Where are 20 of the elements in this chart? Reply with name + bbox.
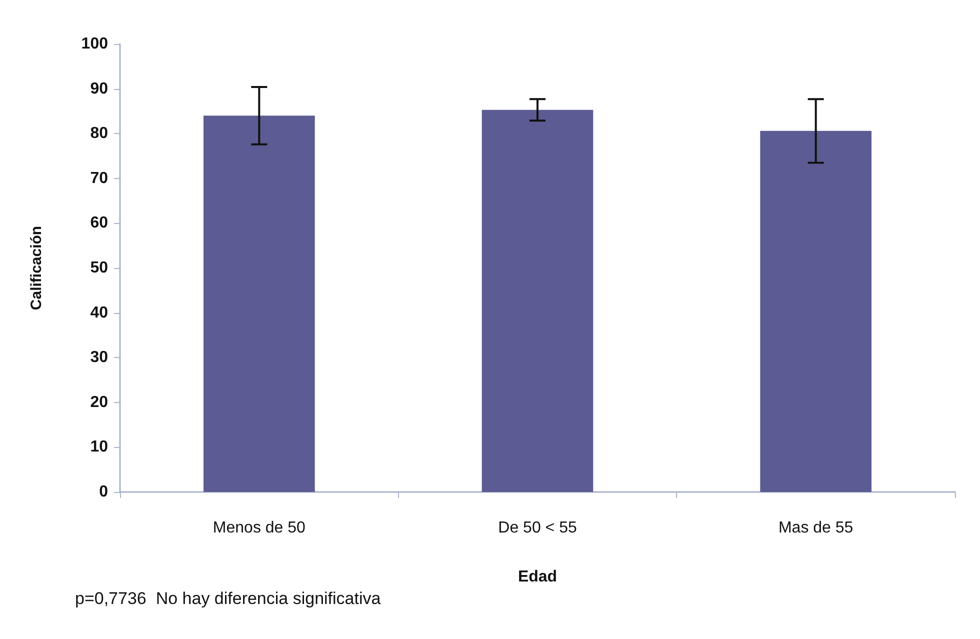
bar <box>204 116 315 492</box>
y-axis-title: Calificación <box>28 226 45 310</box>
text: p=0,7736 No hay diferencia significativa <box>75 589 382 608</box>
y-tick-label: 90 <box>90 80 108 98</box>
y-tick-label: 20 <box>90 394 108 411</box>
y-tick-label: 10 <box>90 438 108 456</box>
y-tick-label: 50 <box>90 260 108 276</box>
y-tick-label: 70 <box>90 170 108 187</box>
x-tick-label: Mas de 55 <box>778 520 854 536</box>
y-tick-label: 100 <box>81 36 108 52</box>
bar <box>482 110 594 492</box>
x-tick-label: Menos de 50 <box>212 520 306 536</box>
y-tick-label: 30 <box>90 349 108 366</box>
bar <box>760 130 872 492</box>
y-tick-label: 60 <box>90 214 108 232</box>
y-tick-label: 40 <box>90 304 108 322</box>
y-tick-label: 80 <box>90 125 108 142</box>
y-tick-label: 0 <box>99 484 108 500</box>
x-axis-title: Edad <box>518 568 558 586</box>
x-tick-label: De 50 < 55 <box>498 520 577 536</box>
